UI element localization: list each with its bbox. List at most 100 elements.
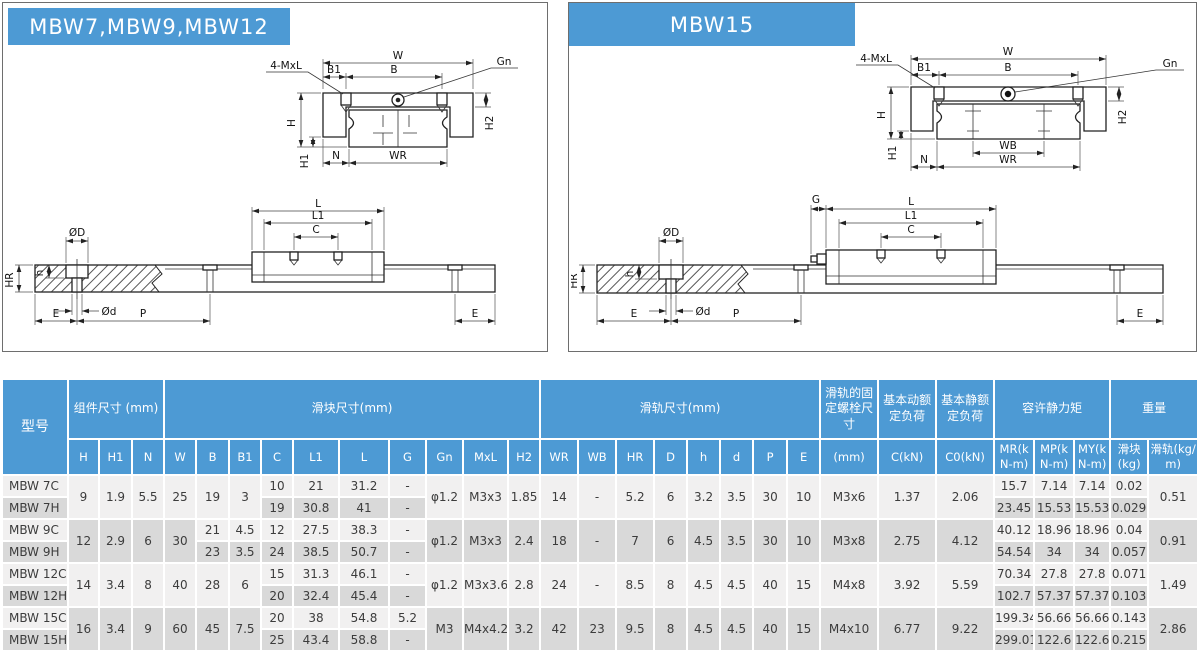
carriage-side [251,251,385,283]
dim-label-h: H [286,119,298,127]
rail-bolt [202,264,463,292]
value-cell: 15.53 [1035,498,1074,518]
value-cell: 0.143 [1111,608,1148,628]
value-cell: 7 [617,520,654,562]
table-row: MBW 15H 25 43.4 58.8-299.01 122.6 122.6 0.215 [3,630,1197,650]
value-cell: 1.9 [100,476,131,518]
value-cell: - [390,498,426,518]
value-cell: 54.54 [995,542,1034,562]
value-cell: 40.12 [995,520,1034,540]
side-view: L L1 C ØD Ød HR [5,198,496,325]
dim-label-e: E [631,308,638,320]
value-cell: M4x8 [821,564,878,606]
front-view: W B1 B 4-MxL Gn H H1 [266,50,518,168]
value-cell: 56.66 [1035,608,1074,628]
value-cell: 4.5 [230,520,261,540]
value-cell: 0.029 [1111,498,1148,518]
col-header: H1 [100,440,131,474]
col-header: d [721,440,753,474]
model-cell: MBW 15H [3,630,67,650]
value-cell: 3.5 [721,476,753,518]
value-cell: 7.14 [1075,476,1110,496]
model-cell: MBW 12H [3,586,67,606]
col-header: 滑块(kg) [1111,440,1148,474]
value-cell: 34 [1035,542,1074,562]
value-cell: 0.103 [1111,586,1148,606]
section-marks [965,104,1052,139]
table-row: MBW 12C 14 3.4 8 40 28 6 15 31.3 46.1- φ1.2 M3x3.6 2… [3,564,1198,606]
screw-hole-left [340,92,352,106]
value-cell: 38 [294,608,339,628]
value-cell: 15 [788,608,820,650]
value-cell: 30 [165,520,196,562]
value-cell: 9.5 [617,608,654,650]
col-header-model: 型号 [3,380,67,474]
dim-label-mxl: 4-MxL [860,53,892,65]
value-cell: 57.37 [1035,586,1074,606]
panel-title-left: MBW7,MBW9,MBW12 [8,8,290,45]
value-cell: 16 [69,608,98,650]
dim-label-hr: HR [571,273,580,288]
rail-bolt [793,264,1125,293]
value-cell: 3.5 [721,520,753,562]
dim-label-n: N [332,150,340,162]
value-cell: 38.3 [340,520,389,540]
dim-label-dia-d-small: Ød [102,306,117,318]
value-cell: 1.85 [509,476,540,518]
value-cell: 60 [165,608,196,650]
value-cell: 43.4 [294,630,339,650]
dim-label-l: L [908,196,914,208]
value-cell: 18 [541,520,578,562]
col-header: HR [617,440,654,474]
value-cell: 122.6 [1075,630,1110,650]
value-cell: 15.53 [1075,498,1110,518]
dim-label-w: W [1003,47,1014,58]
col-header: P [754,440,787,474]
value-cell: 18.96 [1075,520,1110,540]
value-cell: 0.51 [1149,476,1198,518]
value-cell: - [390,564,426,584]
dim-label-dia-d-small: Ød [696,306,711,318]
rail-cross-section [348,109,448,148]
drawing-panels: MBW7,MBW9,MBW12 [2,2,1197,352]
dim-label-h1: H1 [887,146,899,161]
table-row: MBW 9C 12 2.9 6 30 21 4.5 12 27.5 38.3- φ1.2 M3x3 2.… [3,520,1198,562]
value-cell: 34 [1075,542,1110,562]
value-cell: 6.77 [879,608,936,650]
value-cell: 5.2 [617,476,654,518]
value-cell: φ1.2 [427,476,463,518]
value-cell: M4x10 [821,608,878,650]
dim-label-b: B [390,64,397,76]
value-cell: 70.34 [995,564,1034,584]
dim-label-gn: Gn [1163,58,1178,70]
value-cell: 2.86 [1149,608,1198,650]
side-view: G L L1 C ØD Ød [571,194,1164,325]
col-header: MR(kN-m) [995,440,1034,474]
value-cell: 45.4 [340,586,389,606]
value-cell: 3.4 [100,608,131,650]
value-cell: 31.3 [294,564,339,584]
dim-label-h: H [876,111,888,119]
diagram-panel-mbw15: MBW15 [568,2,1197,352]
col-header: Gn [427,440,463,474]
col-header: C(kN) [879,440,936,474]
front-view: W B1 B 4-MxL Gn H H1 [856,47,1184,171]
value-cell: - [390,520,426,540]
dim-label-h-small: h [34,270,46,277]
dim-label-e2: E [472,308,479,320]
value-cell: 28 [197,564,229,606]
model-cell: MBW 12C [3,564,67,584]
group-dynamic-load: 基本动额定负荷 [879,380,936,438]
value-cell: 38.5 [294,542,339,562]
value-cell: 8 [133,564,164,606]
dim-label-hr: HR [5,272,16,287]
value-cell: 8 [655,564,687,606]
dim-label-l1: L1 [312,210,325,222]
value-cell: 24 [541,564,578,606]
col-header: C [262,440,293,474]
value-cell: 32.4 [294,586,339,606]
dim-label-g: G [812,194,820,206]
value-cell: 3.92 [879,564,936,606]
col-header: W [165,440,196,474]
